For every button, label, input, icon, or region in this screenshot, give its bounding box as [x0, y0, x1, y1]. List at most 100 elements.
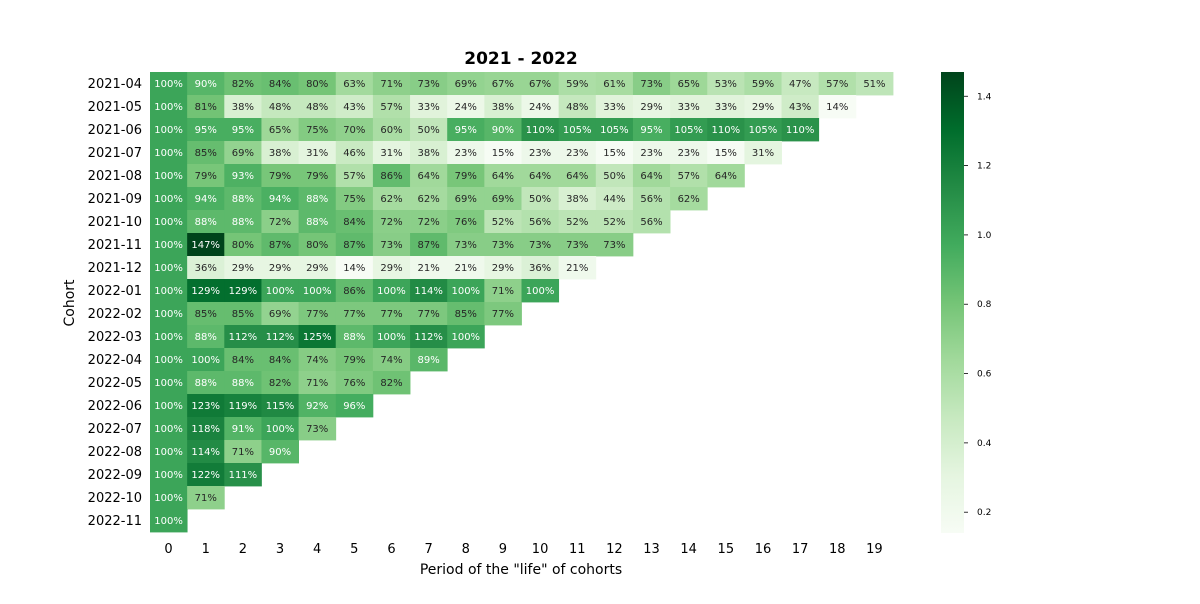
heatmap-cell: [187, 279, 225, 303]
cell-value-label: 84%: [269, 79, 291, 90]
heatmap-cell: [595, 233, 634, 257]
y-tick-label: 2021-06: [88, 123, 142, 138]
heatmap-cell: [707, 72, 745, 96]
cell-value-label: 61%: [603, 79, 625, 90]
cell-value-label: 119%: [229, 401, 258, 412]
cell-value-label: 85%: [232, 309, 254, 320]
heatmap-cell: [595, 72, 634, 96]
heatmap-cell: [298, 256, 337, 280]
heatmap-cell: [335, 348, 374, 372]
heatmap-cell: [484, 164, 522, 188]
cell-value-label: 115%: [266, 401, 295, 412]
cell-value-label: 100%: [377, 332, 406, 343]
heatmap-cell: [484, 302, 522, 326]
y-tick-label: 2021-05: [88, 100, 142, 115]
heatmap-cell: [447, 187, 485, 211]
heatmap-cell: [410, 141, 448, 165]
cell-value-label: 33%: [603, 102, 625, 113]
cell-value-label: 88%: [232, 217, 254, 228]
cell-value-label: 82%: [269, 378, 291, 389]
heatmap-cell: [372, 72, 411, 96]
cell-value-label: 88%: [195, 378, 217, 389]
cell-value-label: 95%: [640, 125, 662, 136]
heatmap-cell: [298, 325, 337, 349]
cell-value-label: 64%: [529, 171, 551, 182]
cell-value-label: 56%: [640, 194, 662, 205]
cell-value-label: 51%: [863, 79, 885, 90]
heatmap-cell: [261, 440, 299, 464]
y-tick-label: 2022-06: [88, 399, 142, 414]
cell-value-label: 33%: [418, 102, 440, 113]
heatmap-cell: [372, 348, 411, 372]
cell-value-label: 129%: [229, 286, 258, 297]
heatmap-cell: [224, 164, 262, 188]
cell-value-label: 74%: [306, 355, 328, 366]
heatmap-cell: [261, 233, 299, 257]
heatmap-cell: [187, 325, 225, 349]
cell-value-label: 77%: [492, 309, 514, 320]
heatmap-cell: [187, 256, 225, 280]
heatmap-cell: [187, 72, 225, 96]
cell-value-label: 76%: [455, 217, 477, 228]
cell-value-label: 112%: [229, 332, 258, 343]
cell-value-label: 14%: [826, 102, 848, 113]
x-tick-label: 2: [239, 542, 247, 557]
heatmap-cell: [484, 118, 522, 142]
cell-value-label: 23%: [529, 148, 551, 159]
heatmap-cell: [410, 118, 448, 142]
heatmap-cell: [595, 187, 634, 211]
cell-value-label: 29%: [306, 263, 328, 274]
cell-value-label: 71%: [306, 378, 328, 389]
heatmap-cell: [781, 118, 820, 142]
heatmap-cell: [744, 118, 782, 142]
cell-value-label: 79%: [455, 171, 477, 182]
heatmap-cell: [632, 164, 671, 188]
heatmap-cell: [150, 141, 188, 165]
heatmap-cell: [187, 417, 225, 441]
heatmap-cell: [410, 233, 448, 257]
x-tick-label: 17: [792, 542, 809, 557]
cell-value-label: 64%: [492, 171, 514, 182]
cell-value-label: 52%: [603, 217, 625, 228]
heatmap-cell: [335, 141, 374, 165]
heatmap-cell: [298, 210, 337, 234]
cell-value-label: 50%: [529, 194, 551, 205]
cell-value-label: 52%: [566, 217, 588, 228]
heatmap-cell: [187, 95, 225, 119]
cell-value-label: 50%: [418, 125, 440, 136]
cell-value-label: 105%: [749, 125, 778, 136]
cell-value-label: 29%: [752, 102, 774, 113]
heatmap-cell: [410, 72, 448, 96]
cell-value-label: 29%: [380, 263, 402, 274]
cell-value-label: 118%: [191, 424, 220, 435]
heatmap-cell: [224, 118, 262, 142]
cell-value-label: 71%: [195, 493, 217, 504]
heatmap-cell: [150, 348, 188, 372]
cell-value-label: 71%: [232, 447, 254, 458]
cell-value-label: 76%: [343, 378, 365, 389]
cell-value-label: 86%: [380, 171, 402, 182]
heatmap-cell: [224, 256, 262, 280]
cell-value-label: 100%: [451, 332, 480, 343]
heatmap-cell: [447, 325, 485, 349]
cell-value-label: 100%: [154, 493, 183, 504]
heatmap-cell: [224, 348, 262, 372]
cell-value-label: 87%: [418, 240, 440, 251]
cell-value-label: 80%: [232, 240, 254, 251]
cell-value-label: 100%: [154, 171, 183, 182]
cell-value-label: 56%: [640, 217, 662, 228]
y-tick-label: 2021-09: [88, 192, 142, 207]
cell-value-label: 75%: [306, 125, 328, 136]
cell-value-label: 70%: [343, 125, 365, 136]
heatmap-cell: [484, 279, 522, 303]
heatmap-cell: [521, 256, 560, 280]
cell-value-label: 15%: [492, 148, 514, 159]
cell-value-label: 69%: [492, 194, 514, 205]
heatmap-cell: [298, 164, 337, 188]
heatmap-cell: [187, 302, 225, 326]
colorbar-ticks: 0.2 0.4 0.6 0.8 1.0 1.2 1.4: [964, 92, 992, 518]
cell-value-label: 90%: [492, 125, 514, 136]
heatmap-cell: [521, 187, 560, 211]
heatmap-cell: [150, 118, 188, 142]
y-tick-label: 2022-05: [88, 376, 142, 391]
